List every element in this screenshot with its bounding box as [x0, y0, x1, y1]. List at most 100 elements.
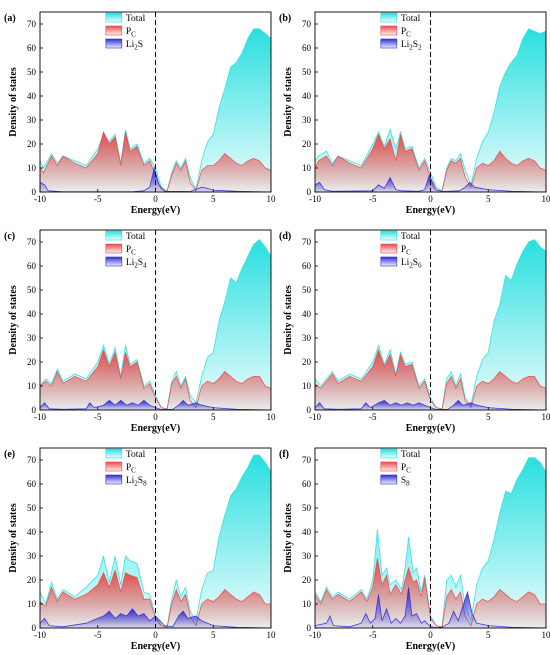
legend-sub: C [406, 31, 411, 39]
legend-main: Li [401, 40, 410, 50]
y-tick-label: 50 [302, 503, 312, 513]
legend-main: Total [126, 232, 146, 242]
y-tick-label: 50 [302, 67, 312, 77]
legend-sub: 8 [406, 480, 410, 488]
x-axis-title: Energy(eV) [406, 641, 455, 652]
y-tick-label: 20 [302, 357, 312, 367]
series-area-PC [315, 134, 546, 192]
legend-swatch-2 [380, 474, 398, 485]
y-tick-label: 70 [27, 455, 37, 465]
y-tick-label: 10 [302, 163, 312, 173]
panel-letter: (b) [279, 13, 291, 24]
plot-series-group [315, 457, 546, 628]
dos-chart-svg: -10 -5 0 5 10 0 10 20 30 40 50 60 70 Energy(eV) Densit… [279, 11, 550, 216]
series-line-Li2S [40, 166, 271, 192]
legend-swatch-1 [105, 25, 123, 36]
y-tick-label: 30 [302, 551, 312, 561]
series-line-S8 [315, 587, 546, 628]
dos-panel-f: -10 -5 0 5 10 0 10 20 30 40 50 60 70 Energy(eV) Densit… [275, 436, 550, 654]
series-area-PC [315, 350, 546, 410]
x-tick-label: 5 [486, 412, 491, 422]
x-tick-label: 0 [153, 630, 158, 640]
x-tick-label: -10 [34, 412, 46, 422]
dos-panel-e: -10 -5 0 5 10 0 10 20 30 40 50 60 70 Energy(eV) Densit… [0, 436, 276, 654]
x-tick-label: -10 [34, 630, 46, 640]
legend-main: P [401, 245, 406, 255]
y-tick-label: 20 [27, 357, 37, 367]
legend-label-2: Li2S4 [126, 258, 147, 270]
dos-panel-a: -10 -5 0 5 10 0 10 20 30 40 50 60 70 Energy(eV) Densit… [0, 0, 277, 218]
y-tick-label: 10 [27, 163, 37, 173]
y-tick-label: 10 [302, 381, 312, 391]
x-tick-label: 5 [211, 194, 216, 204]
panel-letter: (f) [279, 449, 289, 460]
legend-tail: S [138, 476, 143, 486]
legend-swatch-0 [105, 230, 123, 241]
y-tick-label: 60 [302, 479, 312, 489]
y-tick-label: 40 [302, 527, 312, 537]
legend-sub: C [131, 249, 136, 257]
panel-letter: (a) [4, 13, 16, 24]
x-axis-title: Energy(eV) [406, 423, 455, 434]
y-tick-label: 30 [27, 115, 37, 125]
legend-label-2: Li2S [126, 40, 143, 52]
x-tick-label: 10 [267, 194, 277, 204]
legend-tail: S [138, 258, 143, 268]
legend-swatch-0 [380, 230, 398, 241]
x-tick-label: -5 [94, 630, 102, 640]
series-area-PC [315, 558, 546, 628]
panel-letter: (e) [4, 449, 15, 460]
legend-swatch-0 [380, 12, 398, 23]
dos-panel-b: -10 -5 0 5 10 0 10 20 30 40 50 60 70 Energy(eV) Densit… [275, 0, 550, 218]
legend-label-1: PC [126, 463, 136, 475]
legend-sub: C [131, 467, 136, 475]
legend-sub: C [406, 467, 411, 475]
y-tick-label: 50 [302, 285, 312, 295]
x-tick-label: -10 [309, 630, 321, 640]
y-tick-label: 10 [302, 599, 312, 609]
x-axis-title: Energy(eV) [131, 205, 180, 216]
y-tick-label: 30 [302, 333, 312, 343]
legend-main: P [126, 463, 131, 473]
y-axis-title: Density of states [8, 503, 19, 573]
x-tick-label: 10 [542, 412, 550, 422]
y-tick-label: 20 [302, 139, 312, 149]
y-tick-label: 50 [27, 503, 37, 513]
legend-swatch-2 [105, 38, 123, 49]
x-tick-label: 0 [428, 412, 433, 422]
y-tick-label: 70 [302, 455, 312, 465]
y-tick-label: 40 [27, 309, 37, 319]
legend-tail: S [413, 258, 418, 268]
legend-tail: S [138, 40, 143, 50]
y-tick-label: 60 [27, 479, 37, 489]
legend-swatch-1 [105, 461, 123, 472]
series-area-Total [40, 28, 271, 192]
x-tick-label: 0 [153, 412, 158, 422]
legend-label-0: Total [126, 232, 146, 242]
x-tick-label: -5 [369, 194, 377, 204]
dos-chart-svg: -10 -5 0 5 10 0 10 20 30 40 50 60 70 Energy(eV) Densit… [4, 11, 277, 216]
series-line-Li2S8 [40, 608, 271, 628]
legend-sub: 2 [134, 262, 138, 270]
legend-label-1: PC [401, 27, 411, 39]
legend-label-2: S8 [401, 476, 410, 488]
y-tick-label: 40 [27, 527, 37, 537]
legend-main: Total [126, 14, 146, 24]
panel-letter: (c) [4, 231, 15, 242]
legend-sub: 2 [409, 44, 413, 52]
y-axis-title: Density of states [283, 67, 294, 137]
y-tick-label: 60 [27, 261, 37, 271]
series-line-Li2S6 [315, 399, 546, 410]
x-tick-label: 0 [428, 630, 433, 640]
legend-main: Total [126, 450, 146, 460]
legend-label-2: Li2S8 [126, 476, 147, 488]
legend-sub2: 6 [418, 262, 422, 270]
legend-sub2: 4 [143, 262, 147, 270]
legend-main: Li [126, 40, 135, 50]
y-axis-title: Density of states [8, 67, 19, 137]
legend-swatch-2 [380, 38, 398, 49]
y-tick-label: 50 [27, 285, 37, 295]
legend-label-1: PC [126, 27, 136, 39]
legend-label-1: PC [126, 245, 136, 257]
y-tick-label: 30 [302, 115, 312, 125]
